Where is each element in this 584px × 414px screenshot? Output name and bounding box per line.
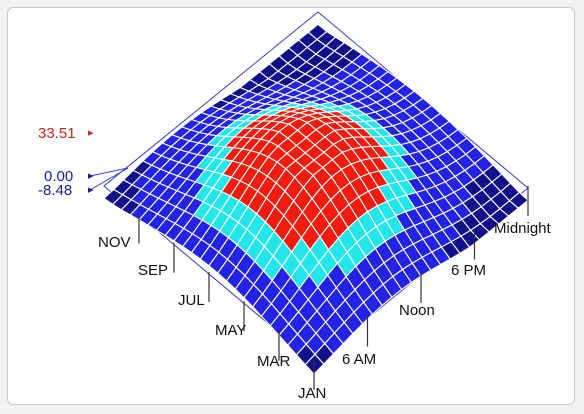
x-axis-ticks: JAN MAR MAY JUL SEP NOV	[98, 234, 326, 402]
x-tick-label-jul: JUL	[178, 292, 205, 309]
x-tick-label-nov: NOV	[98, 234, 131, 251]
x-tick-label-sep: SEP	[138, 262, 168, 279]
legend-marker-max: ▸	[88, 127, 94, 139]
y-tick-label-midnight: Midnight	[494, 220, 552, 237]
legend-connector	[89, 167, 129, 191]
axes	[89, 167, 529, 390]
color-legend: 33.51 ▸ 0.00 ▸ -8.48 ▸	[38, 125, 94, 199]
legend-connector	[89, 167, 129, 177]
y-tick-label-noon: Noon	[399, 302, 435, 319]
chart-frame: 33.51 ▸ 0.00 ▸ -8.48 ▸ JAN MAR MAY JUL S…	[7, 7, 575, 405]
surface-mesh	[103, 23, 529, 375]
legend-marker-min: ▸	[88, 184, 94, 196]
y-axis-ticks: 6 AM Noon 6 PM Midnight	[342, 220, 552, 368]
legend-label-min: -8.48	[38, 182, 72, 199]
y-tick-label-6pm: 6 PM	[451, 262, 486, 279]
legend-label-zero: 0.00	[44, 168, 73, 185]
legend-marker-zero: ▸	[88, 170, 94, 182]
x-tick-label-jan: JAN	[298, 385, 326, 402]
y-tick-label-6am: 6 AM	[342, 351, 376, 368]
surface-chart: 33.51 ▸ 0.00 ▸ -8.48 ▸ JAN MAR MAY JUL S…	[38, 11, 552, 402]
x-tick-label-may: MAY	[215, 322, 246, 339]
legend-label-max: 33.51	[38, 125, 76, 142]
x-tick-label-mar: MAR	[257, 353, 291, 370]
